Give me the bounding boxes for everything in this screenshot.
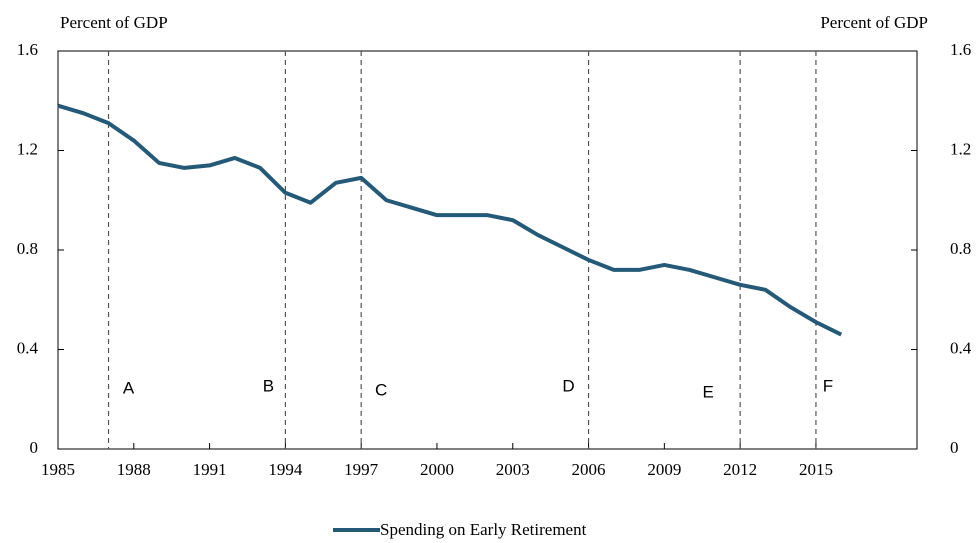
x-tick-label: 1991: [193, 460, 227, 479]
y-tick-label: 0: [30, 438, 39, 457]
y-tick-label: 1.6: [17, 40, 38, 59]
y2-tick-label: 1.6: [950, 40, 971, 59]
plot-frame: [57, 50, 918, 450]
event-label: D: [562, 376, 574, 395]
y-tick-label: 1.2: [17, 139, 38, 158]
y2-tick-label: 1.2: [950, 139, 971, 158]
x-tick-label: 2009: [647, 460, 681, 479]
y-axis-label: Percent of GDP: [60, 13, 168, 32]
y2-tick-label: 0.4: [950, 338, 972, 357]
event-label: B: [263, 376, 274, 395]
x-tick-label: 1994: [268, 460, 303, 479]
event-label: C: [375, 380, 387, 399]
y2-axis-label: Percent of GDP: [820, 13, 928, 32]
y-tick-label: 0.4: [17, 338, 39, 357]
legend-label: Spending on Early Retirement: [380, 520, 587, 539]
event-label: F: [823, 376, 833, 395]
x-tick-label: 2000: [420, 460, 454, 479]
x-tick-label: 2012: [723, 460, 757, 479]
x-tick-label: 1997: [344, 460, 379, 479]
x-tick-label: 2015: [799, 460, 833, 479]
y-tick-label: 0.8: [17, 239, 38, 258]
event-label: E: [702, 382, 713, 401]
x-tick-label: 1988: [117, 460, 151, 479]
x-tick-label: 2006: [572, 460, 606, 479]
data-line: [57, 103, 843, 337]
y2-tick-label: 0.8: [950, 239, 971, 258]
event-label: A: [123, 378, 135, 397]
x-tick-label: 2003: [496, 460, 530, 479]
x-tick-label: 1985: [41, 460, 75, 479]
y2-tick-label: 0: [950, 438, 959, 457]
